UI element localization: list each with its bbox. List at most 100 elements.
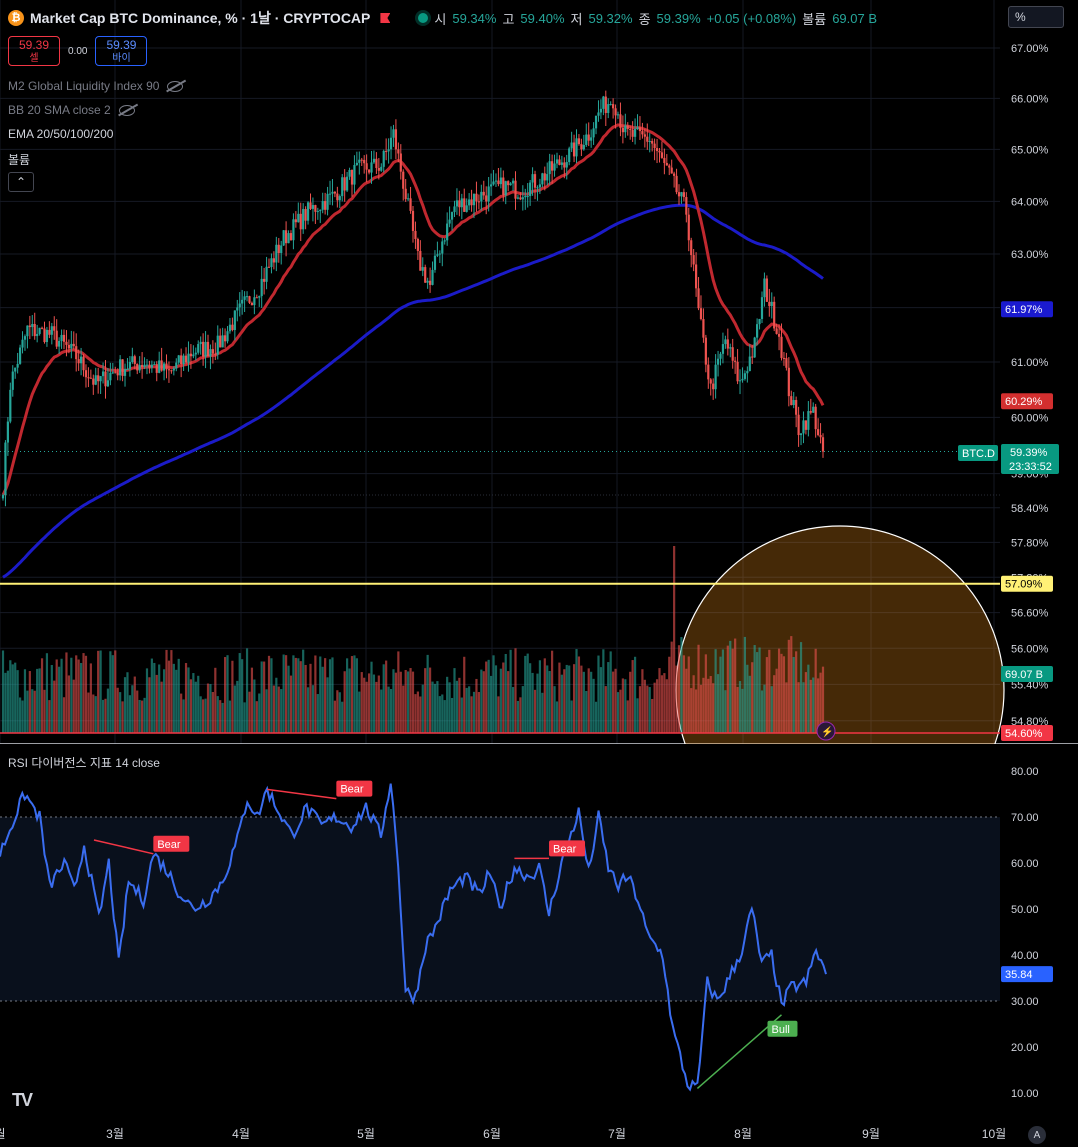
candle-body (416, 238, 419, 251)
volume-bar (646, 685, 649, 733)
indicator-bb-label: BB 20 SMA close 2 (8, 103, 111, 117)
candle-body (541, 173, 544, 185)
volume-bar (453, 668, 456, 733)
candle-body (18, 347, 22, 364)
candle-body (255, 297, 258, 299)
candle-body (765, 278, 768, 302)
volume-bar (729, 640, 732, 733)
candle-body (702, 319, 705, 338)
candle-body (72, 343, 75, 347)
volume-bar (26, 690, 29, 733)
candle-body (121, 359, 124, 376)
candle-body (221, 335, 224, 348)
symbol-title[interactable]: Market Cap BTC Dominance, % · 1날 · CRYPT… (30, 10, 371, 26)
alert-bolt-glyph: ⚡ (821, 725, 833, 738)
volume-bar (204, 698, 207, 733)
candle-body (21, 339, 24, 348)
scale-mode-box[interactable]: % (1008, 6, 1064, 28)
volume-bar (758, 647, 761, 733)
candle-body (141, 365, 144, 367)
auto-scale-button[interactable]: A (1028, 1126, 1046, 1144)
volume-bar (599, 667, 603, 733)
indicator-rsi[interactable]: RSI 다이버전스 지표 14 close (8, 756, 160, 770)
candle-body (6, 421, 9, 443)
indicator-m2[interactable]: M2 Global Liquidity Index 90 (8, 79, 184, 93)
candle-body (209, 349, 212, 357)
candle-body (387, 149, 390, 152)
candle-body (165, 363, 168, 370)
buy-button[interactable]: 59.39 바이 (95, 36, 148, 66)
volume-bar (817, 678, 820, 733)
volume-bar (775, 668, 778, 733)
candle-body (150, 364, 153, 368)
volume-bar (553, 686, 556, 733)
volume-bar (375, 681, 378, 733)
candle-body (817, 429, 820, 435)
volume-bar (756, 652, 759, 733)
candle-body (697, 288, 700, 309)
candle-body (375, 158, 378, 168)
candle-body (23, 336, 27, 340)
candle-body (409, 198, 412, 211)
volume-bar (782, 656, 786, 733)
candle-body (524, 196, 527, 198)
candle-body (612, 104, 615, 109)
indicator-volume[interactable]: 볼륨 (8, 153, 31, 167)
volume-bar (223, 657, 227, 733)
hidden-eye-icon[interactable] (118, 105, 135, 117)
sell-button[interactable]: 59.39 셀 (8, 36, 60, 66)
candle-body (746, 371, 749, 374)
candle-body (367, 169, 371, 173)
volume-bar (199, 696, 202, 733)
candle-body (480, 191, 483, 202)
volume-bar (38, 668, 41, 733)
volume-bar (84, 655, 88, 733)
market-status-icon (418, 13, 429, 23)
candle-body (277, 244, 280, 253)
rsi-tick-label: 60.00 (1011, 858, 1039, 870)
candle-body (233, 310, 236, 331)
candle-body (707, 364, 710, 380)
candle-body (497, 180, 500, 185)
candle-body (270, 258, 273, 268)
candle-body (199, 341, 202, 345)
candle-body (687, 214, 690, 241)
volume-bar (594, 701, 598, 733)
candle-body (214, 353, 217, 355)
volume-bar (55, 659, 58, 733)
flag-icon[interactable] (380, 13, 391, 23)
indicator-ema[interactable]: EMA 20/50/100/200 (8, 127, 114, 141)
indicator-bb[interactable]: BB 20 SMA close 2 (8, 103, 135, 117)
volume-bar (592, 678, 595, 733)
volume-bar (629, 671, 632, 733)
candle-body (499, 177, 502, 185)
collapse-chevron-up-icon[interactable]: ⌃ (8, 172, 34, 192)
candle-body (565, 162, 568, 168)
candle-body (748, 356, 751, 372)
candle-body (131, 356, 134, 363)
volume-bar (641, 669, 644, 733)
candle-body (531, 174, 534, 183)
candle-body (502, 177, 505, 196)
volume-bar (560, 674, 563, 733)
volume-bar (753, 645, 756, 733)
volume-bar (197, 675, 200, 733)
volume-bar (480, 669, 483, 733)
hidden-eye-icon[interactable] (167, 81, 184, 93)
volume-bar (382, 664, 385, 733)
candle-body (223, 335, 227, 342)
divergence-line (93, 839, 154, 855)
divergence-label: Bear (553, 843, 577, 855)
candle-body (599, 108, 603, 113)
candle-body (67, 344, 70, 349)
volume-bar (765, 657, 768, 733)
volume-bar (568, 665, 571, 733)
volume-bar (341, 701, 344, 733)
candle-body (331, 191, 334, 194)
candle-body (636, 127, 639, 129)
volume-bar (411, 671, 415, 733)
candle-body (377, 167, 380, 171)
candle-body (197, 344, 200, 353)
volume-bar (690, 688, 693, 733)
